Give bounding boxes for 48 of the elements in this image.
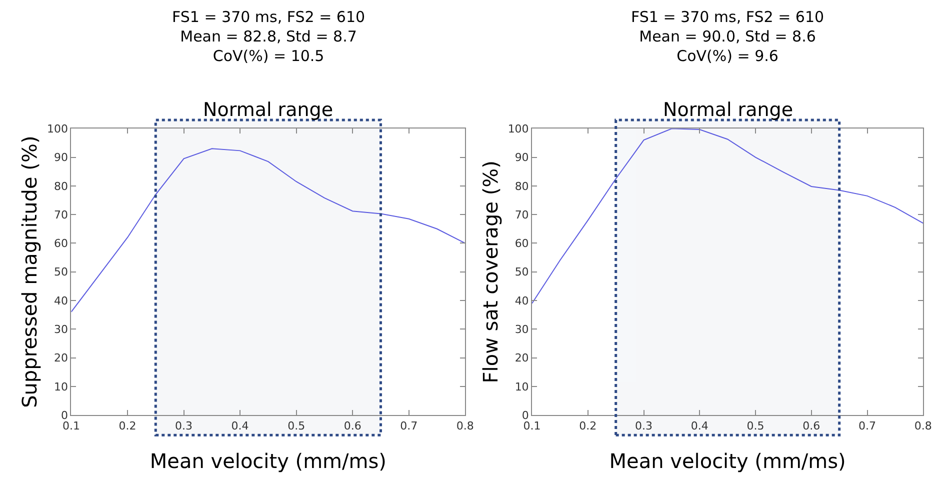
y-tick-label: 60 <box>54 237 68 250</box>
x-tick-label: 0.4 <box>690 419 708 432</box>
x-tick-label: 0.4 <box>231 419 249 432</box>
x-axis-title: Mean velocity (mm/ms) <box>609 448 846 473</box>
y-tick-label: 80 <box>54 180 68 193</box>
x-tick-label: 0.8 <box>914 419 932 432</box>
chart-title: FS1 = 370 ms, FS2 = 610 Mean = 82.8, Std = 8.7 CoV(%) = 10.5 <box>172 8 366 65</box>
x-tick-label: 0.1 <box>523 419 541 432</box>
x-tick-label: 0.6 <box>802 419 820 432</box>
y-tick-label: 80 <box>514 180 529 193</box>
y-axis-title: Suppressed magnitude (%) <box>18 136 42 408</box>
x-tick-label: 0.7 <box>400 419 418 432</box>
chart-title: FS1 = 370 ms, FS2 = 610 Mean = 90.0, Std = 8.6 CoV(%) = 9.6 <box>631 8 824 65</box>
y-tick-label: 10 <box>54 380 68 394</box>
x-tick-label: 0.1 <box>62 419 80 432</box>
x-tick-label: 0.3 <box>635 419 653 432</box>
x-tick-label: 0.8 <box>456 419 474 432</box>
y-axis-title: Flow sat coverage (%) <box>478 160 502 384</box>
y-tick-label: 60 <box>514 237 529 250</box>
band-label: Normal range <box>663 99 794 121</box>
y-tick-label: 30 <box>514 322 529 336</box>
y-tick-label: 70 <box>514 208 529 222</box>
y-tick-label: 90 <box>514 151 529 164</box>
band-label: Normal range <box>203 99 334 121</box>
x-tick-label: 0.5 <box>746 419 764 432</box>
y-tick-label: 90 <box>54 151 68 164</box>
y-tick-label: 50 <box>54 266 68 279</box>
line-series <box>71 148 466 312</box>
x-tick-label: 0.6 <box>344 419 362 432</box>
y-tick-label: 40 <box>514 294 529 308</box>
x-tick-label: 0.5 <box>288 419 306 432</box>
y-tick-label: 20 <box>514 352 529 365</box>
x-axis-title: Mean velocity (mm/ms) <box>150 448 386 473</box>
line-series <box>532 128 924 304</box>
x-tick-label: 0.2 <box>118 419 136 432</box>
y-tick-label: 0 <box>522 408 529 422</box>
y-tick-label: 70 <box>54 208 68 222</box>
y-tick-label: 20 <box>54 352 68 365</box>
y-tick-label: 30 <box>54 322 68 336</box>
y-tick-label: 100 <box>508 122 529 136</box>
y-tick-label: 100 <box>47 122 68 136</box>
x-tick-label: 0.2 <box>579 419 597 432</box>
x-tick-label: 0.3 <box>175 419 193 432</box>
y-tick-label: 40 <box>54 294 68 308</box>
y-tick-label: 10 <box>514 380 529 394</box>
x-tick-label: 0.7 <box>858 419 876 432</box>
y-tick-label: 0 <box>61 408 68 422</box>
y-tick-label: 50 <box>514 266 529 279</box>
